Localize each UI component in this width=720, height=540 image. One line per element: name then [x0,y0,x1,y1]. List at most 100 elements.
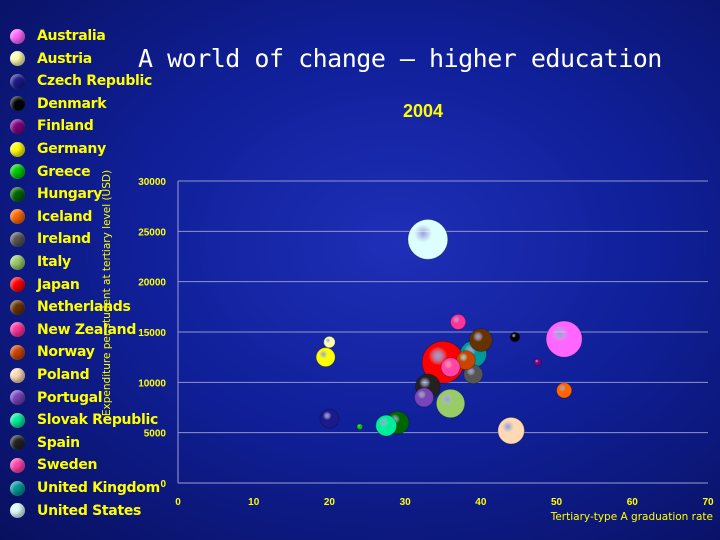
legend-item-hungary: Hungary [10,183,102,205]
legend-item-denmark: Denmark [10,93,107,115]
legend-label: Japan [37,276,80,293]
legend-marker [10,141,25,157]
legend-marker [10,390,25,406]
legend-item-slovak-republic: Slovak Republic [10,409,158,431]
legend-item-iceland: Iceland [10,206,92,228]
legend-marker [10,457,25,473]
legend-item-new-zealand: New Zealand [10,319,136,341]
legend-item-japan: Japan [10,274,80,296]
legend-item-poland: Poland [10,364,90,386]
legend-item-australia: Australia [10,25,106,47]
legend-marker [10,51,25,67]
legend-marker [10,480,25,496]
legend-item-spain: Spain [10,432,80,454]
bubble-united-states [407,218,449,260]
legend-marker [10,209,25,225]
legend-label: Australia [37,28,106,44]
bubble-denmark [509,331,521,343]
legend-item-portugal: Portugal [10,387,103,409]
legend-marker [10,164,25,180]
bubble-slovak-republic [375,414,398,437]
legend-label: Slovak Republic [37,412,158,429]
legend-marker [10,73,25,89]
y-tick-label: 0 [160,479,166,490]
legend-item-united-kingdom: United Kingdom [10,477,160,499]
legend-label: United States [37,502,142,519]
bubble-australia [545,320,583,358]
bubble-germany [315,347,336,368]
legend-item-ireland: Ireland [10,228,91,250]
legend-label: Ireland [37,231,91,248]
x-tick-label: 20 [324,497,336,508]
y-tick-label: 15000 [138,328,166,339]
legend-item-united-states: United States [10,500,141,522]
chart-title: 2004 [403,101,443,121]
legend-label: Denmark [37,95,107,112]
bubble-italy [435,388,466,419]
legend-item-netherlands: Netherlands [10,296,131,318]
legend-label: Austria [37,50,92,67]
legend-label: Spain [37,434,80,451]
legend-marker [10,412,25,428]
legend-label: United Kingdom [37,480,160,496]
legend-marker [10,231,25,247]
y-tick-label: 10000 [138,378,166,389]
y-tick-label: 20000 [138,278,166,289]
legend-item-finland: Finland [10,115,94,137]
bubble-czech-republic [319,408,340,429]
y-tick-label: 30000 [138,177,166,188]
legend-item-greece: Greece [10,161,91,183]
bubble-austria [323,335,336,349]
x-tick-label: 10 [248,497,260,508]
bubble-poland [497,416,525,445]
legend-label: New Zealand [37,321,137,338]
x-tick-label: 60 [627,497,639,508]
legend-item-sweden: Sweden [10,454,98,476]
x-tick-label: 30 [400,497,412,508]
legend-label: Sweden [37,457,98,474]
bubble-portugal [414,387,435,408]
legend-label: Portugal [37,389,103,406]
legend-label: Italy [37,254,71,270]
x-tick-label: 70 [702,497,714,508]
y-tick-label: 25000 [138,227,166,238]
legend-item-italy: Italy [10,251,71,273]
bubble-sweden [440,357,461,378]
legend-marker [10,503,25,519]
legend-marker [10,344,25,360]
x-tick-label: 0 [175,497,181,508]
legend-label: Iceland [37,208,93,225]
y-tick-label: 5000 [144,429,167,440]
legend-label: Poland [37,367,90,383]
legend-item-germany: Germany [10,138,106,160]
legend-marker [10,28,25,44]
legend-item-czech-republic: Czech Republic [10,70,152,92]
bubble-finland [533,357,542,367]
bubble-netherlands [468,328,493,352]
x-tick-label: 50 [551,497,563,508]
legend-marker [10,277,25,293]
slide-title: A world of change – higher education [138,44,662,73]
x-tick-label: 40 [475,497,487,508]
y-axis-label: Expenditure per student at tertiary leve… [101,170,113,416]
legend-label: Norway [37,344,95,361]
legend-marker [10,299,25,315]
legend-marker [10,118,25,134]
legend-marker [10,186,25,202]
legend-label: Germany [37,141,106,157]
legend-label: Greece [37,163,91,180]
bubble-new-zealand [450,313,467,331]
legend-label: Czech Republic [37,73,153,90]
legend-label: Hungary [37,186,103,203]
bubble-iceland [556,382,573,399]
legend-marker [10,96,25,112]
legend-marker [10,254,25,270]
legend-marker [10,322,25,338]
legend-marker [10,367,25,383]
legend-label: Finland [37,118,94,135]
x-axis-label: Tertiary-type A graduation rate [550,511,713,523]
legend-item-austria: Austria [10,48,92,70]
bubble-greece [356,423,364,430]
legend-marker [10,435,25,451]
